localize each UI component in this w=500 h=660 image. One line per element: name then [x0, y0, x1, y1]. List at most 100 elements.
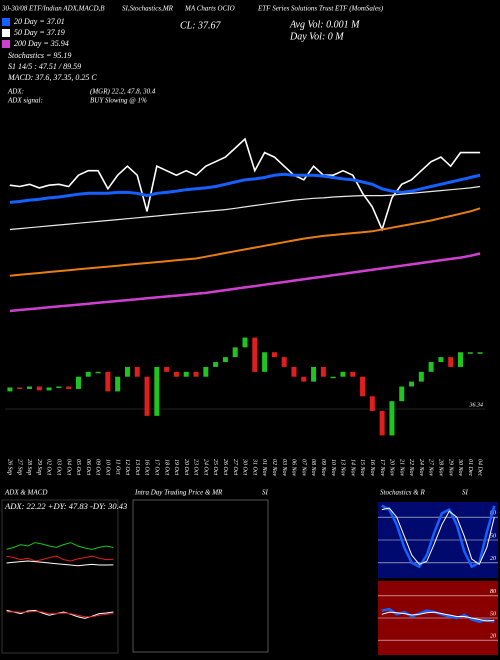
candle-body [399, 386, 405, 402]
info-text: Stochastics = 95.19 [8, 51, 71, 60]
legend-label: 20 Day = 37.01 [14, 17, 65, 26]
candle-body [360, 376, 366, 397]
candle-body [203, 366, 209, 377]
y-tick-label: 80 [490, 589, 496, 595]
legend-swatch [2, 40, 10, 48]
candle-body [75, 376, 81, 389]
candle-body [467, 352, 473, 354]
candle-body [232, 347, 238, 358]
panel-title: ADX & MACD [4, 489, 47, 497]
candle-body [262, 352, 268, 372]
candle-body [183, 371, 189, 377]
x-tick-label: 13 Nov [340, 459, 346, 477]
panel-title: SI [262, 489, 269, 497]
candle-body [85, 371, 91, 377]
legend-label: 200 Day = 35.94 [14, 39, 69, 48]
candle-body [164, 366, 170, 372]
candle-body [340, 371, 346, 377]
x-tick-label: 30 Nov [457, 458, 463, 477]
y-tick-label: 50 [490, 533, 496, 539]
x-tick-label: 29 Nov [447, 459, 453, 477]
series-line [6, 542, 114, 550]
candle-body [242, 337, 248, 348]
x-tick-label: 06 Nov [291, 459, 297, 477]
candle-body [36, 386, 42, 391]
info-text: S1 14/5 : 47.51 / 89.59 [8, 62, 81, 71]
candle-body [311, 366, 317, 382]
x-tick-label: 27 Oct [232, 459, 238, 475]
x-tick-label: 10 Oct [104, 459, 110, 475]
x-tick-label: 01 Nov [261, 459, 267, 477]
candle-body [154, 366, 160, 416]
series-line [381, 507, 495, 566]
y-tick-label: 50 [490, 611, 496, 617]
x-tick-label: 13 Oct [134, 459, 140, 475]
candle-body [56, 386, 62, 388]
x-tick-label: 03 Oct [56, 459, 62, 475]
x-tick-label: 19 Oct [173, 459, 179, 475]
x-tick-label: 24 Oct [202, 459, 209, 475]
x-tick-label: 17 Nov [379, 459, 385, 477]
x-tick-label: 09 Oct [95, 459, 101, 475]
x-tick-label: 31 Oct [251, 458, 257, 475]
adx-frame [1, 499, 119, 654]
candle-body [428, 362, 434, 372]
x-tick-label: 16 Oct [144, 459, 150, 475]
candle-body [95, 371, 101, 374]
series-line [381, 504, 496, 569]
candle-body [213, 362, 219, 367]
series-line [6, 609, 114, 619]
adx-signal-value: BUY Slowing @ 1% [90, 97, 147, 105]
candle-body [448, 357, 454, 367]
adx-label: ADX: [7, 88, 24, 96]
top-text: SI,Stochastics,MR [122, 5, 174, 13]
x-tick-label: 03 Nov [281, 459, 287, 477]
series-line [9, 185, 481, 231]
close-price: CL: 37.67 [180, 20, 222, 31]
candle-body [26, 386, 32, 389]
x-tick-label: 17 Oct [153, 459, 159, 475]
x-tick-label: 08 Nov [310, 459, 316, 477]
x-tick-label: 02 Oct [46, 459, 52, 475]
x-tick-label: 28 Nov [438, 459, 444, 477]
candle-body [350, 371, 356, 377]
x-tick-label: 01 Dec [467, 459, 473, 476]
candle-body [438, 357, 444, 363]
x-tick-label: 21 Nov [398, 459, 404, 477]
candle-body [291, 366, 297, 377]
series-line [6, 560, 114, 567]
x-tick-label: 30 Oct [242, 458, 248, 475]
x-tick-label: 11 Oct [114, 459, 120, 475]
candle-body [477, 352, 483, 354]
candle-body [389, 401, 395, 436]
candle-body [320, 366, 326, 377]
x-tick-label: 20 Oct [183, 459, 189, 475]
candle-body [222, 357, 228, 363]
x-tick-label: 20 Nov [389, 459, 395, 477]
panel-title: Stochastics & R [380, 489, 425, 497]
candle-body [124, 366, 130, 377]
series-line [9, 172, 481, 204]
x-tick-label: 26 Oct [222, 459, 228, 475]
candle-body [330, 376, 336, 379]
candle-body [369, 396, 375, 411]
candle-body [144, 376, 150, 416]
legend-label: 50 Day = 37.19 [14, 28, 65, 37]
x-tick-label: 12 Oct [124, 459, 130, 475]
y-tick-label: 36.34 [469, 401, 484, 408]
top-text: ETF Series Solutions Trust ETF (MomSales… [257, 5, 384, 13]
x-tick-label: 06 Oct [85, 459, 91, 475]
legend-swatch [2, 18, 10, 26]
x-tick-label: 02 Nov [271, 459, 277, 477]
x-tick-label: 18 Oct [163, 459, 169, 475]
x-tick-label: 15 Nov [359, 459, 365, 477]
y-tick-label: 20 [490, 634, 496, 640]
candle-body [17, 387, 23, 389]
candle-body [409, 381, 415, 387]
x-tick-label: 27 Sep [16, 459, 22, 475]
day-volume: Day Vol: 0 M [289, 31, 344, 42]
series-line [9, 252, 481, 313]
x-tick-label: 22 Nov [408, 459, 414, 477]
avg-volume: Avg Vol: 0.001 M [289, 19, 360, 30]
